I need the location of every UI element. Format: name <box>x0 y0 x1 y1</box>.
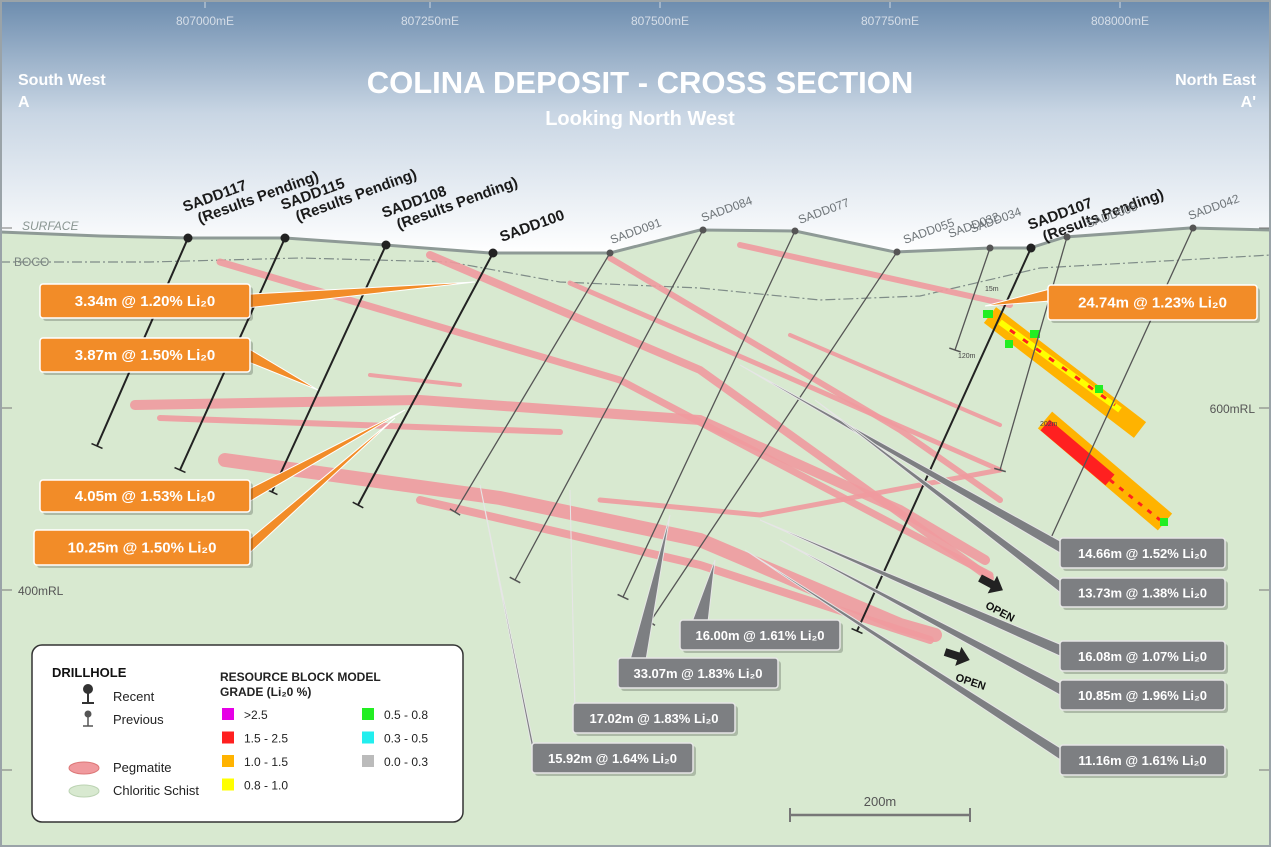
grade-label: 0.5 - 0.8 <box>384 708 428 722</box>
scale-label: 200m <box>864 794 897 809</box>
intercept-label: 13.73m @ 1.38% Li₂0 <box>1078 586 1207 601</box>
grade-swatch <box>362 732 374 744</box>
rl-label: 600mRL <box>1210 402 1256 416</box>
legend-label: Recent <box>113 689 155 704</box>
subtitle: Looking North West <box>545 108 735 130</box>
intercept-label: 4.05m @ 1.53% Li₂0 <box>75 488 216 505</box>
grade-swatch <box>222 779 234 791</box>
intercept-label: 16.00m @ 1.61% Li₂0 <box>695 628 824 643</box>
easting-label: 807000mE <box>176 14 234 28</box>
grade-label: 0.8 - 1.0 <box>244 779 288 793</box>
legend-title: DRILLHOLE <box>52 665 127 680</box>
easting-label: 807750mE <box>861 14 919 28</box>
grade-label: 0.0 - 0.3 <box>384 755 428 769</box>
section-end-marker: A' <box>1241 94 1256 111</box>
drillhole-collar <box>607 250 614 257</box>
legend-title: RESOURCE BLOCK MODEL <box>220 670 381 684</box>
easting-label: 807250mE <box>401 14 459 28</box>
easting-label: 808000mE <box>1091 14 1149 28</box>
grade-swatch <box>362 755 374 767</box>
intercept-label: 3.87m @ 1.50% Li₂0 <box>75 347 216 364</box>
intercept-label: 24.74m @ 1.23% Li₂0 <box>1078 295 1227 312</box>
drillhole-collar <box>382 241 391 250</box>
grade-label: >2.5 <box>244 708 268 722</box>
drillhole-collar <box>792 228 799 235</box>
grade-label: 1.5 - 2.5 <box>244 732 288 746</box>
drillhole-collar <box>894 249 901 256</box>
depth-label: 15m <box>985 286 999 293</box>
title: COLINA DEPOSIT - CROSS SECTION <box>367 65 914 100</box>
legend-title: GRADE (Li₂0 %) <box>220 685 311 699</box>
intercept-label: 11.16m @ 1.61% Li₂0 <box>1078 753 1206 768</box>
surface-label: SURFACE <box>22 219 79 233</box>
drillhole-collar <box>700 227 707 234</box>
intercept-label: 3.34m @ 1.20% Li₂0 <box>75 293 216 310</box>
legend-icon <box>85 711 92 718</box>
drillhole-collar <box>987 245 994 252</box>
depth-label: 202m <box>1040 421 1058 428</box>
legend-icon <box>83 684 93 694</box>
boco-label: BOCO <box>14 255 49 269</box>
intercept-label: 16.08m @ 1.07% Li₂0 <box>1078 649 1207 664</box>
intercept-label: 10.25m @ 1.50% Li₂0 <box>68 540 217 557</box>
legend-label: Previous <box>113 712 164 727</box>
legend-swatch <box>69 762 99 774</box>
intercept-label: 15.92m @ 1.64% Li₂0 <box>548 751 677 766</box>
grade-label: 1.0 - 1.5 <box>244 755 288 769</box>
grade-swatch <box>222 755 234 767</box>
drillhole-collar <box>1027 244 1036 253</box>
section-start: South West <box>18 72 106 89</box>
page: COLINA DEPOSIT - CROSS SECTION Looking No… <box>0 0 1271 852</box>
drillhole-collar <box>489 249 498 258</box>
legend-label: Chloritic Schist <box>113 783 199 798</box>
intercept-label: 14.66m @ 1.52% Li₂0 <box>1078 546 1207 561</box>
depth-label: 120m <box>958 353 976 360</box>
drillhole-collar <box>1064 234 1071 241</box>
drillhole-collar <box>281 234 290 243</box>
grade-swatch <box>362 708 374 720</box>
cross-section: COLINA DEPOSIT - CROSS SECTION Looking No… <box>0 0 1271 847</box>
legend-swatch <box>69 785 99 797</box>
drillhole-collar <box>1190 225 1197 232</box>
grade-swatch <box>222 732 234 744</box>
drillhole-collar <box>184 234 193 243</box>
section-end: North East <box>1175 72 1257 89</box>
legend-label: Pegmatite <box>113 760 172 775</box>
intercept-label: 17.02m @ 1.83% Li₂0 <box>589 711 718 726</box>
easting-label: 807500mE <box>631 14 689 28</box>
grade-swatch <box>222 708 234 720</box>
section-start-marker: A <box>18 94 30 111</box>
rl-label: 400mRL <box>18 584 64 598</box>
grade-label: 0.3 - 0.5 <box>384 732 428 746</box>
intercept-label: 10.85m @ 1.96% Li₂0 <box>1078 688 1207 703</box>
intercept-label: 33.07m @ 1.83% Li₂0 <box>633 666 762 681</box>
